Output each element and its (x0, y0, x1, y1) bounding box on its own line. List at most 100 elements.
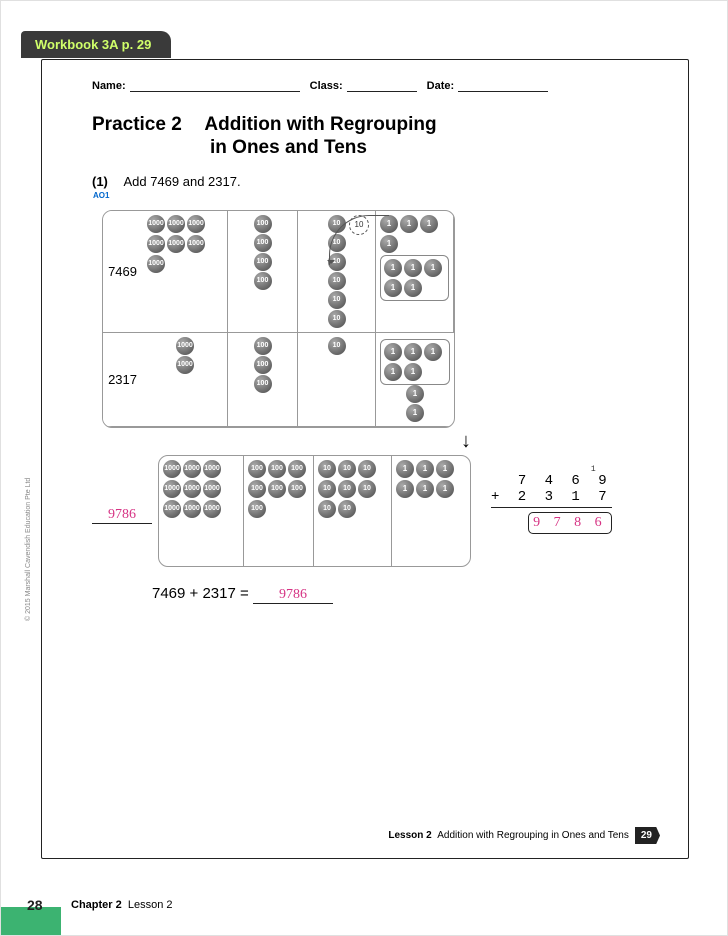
disc-1000: 1000 (203, 500, 221, 518)
name-line[interactable] (130, 80, 300, 92)
disc-100: 100 (254, 272, 272, 290)
date-line[interactable] (458, 80, 548, 92)
arrow-down-icon: ↓ (272, 430, 660, 453)
disc-10: 10 (328, 337, 346, 355)
regroup-box: 11111 (380, 255, 449, 301)
res-t: 1010101010101010 (314, 456, 392, 566)
copyright: © 2015 Marshall Cavendish Education Pte … (25, 478, 32, 621)
outer-page-number: 28 (27, 897, 43, 913)
disc-1: 1 (396, 460, 414, 478)
carry-digit: 1 (491, 465, 612, 473)
disc-100: 100 (254, 337, 272, 355)
disc-100: 100 (254, 215, 272, 233)
disc-1000: 1000 (167, 215, 185, 233)
practice-number: 2 (171, 114, 182, 135)
row1-label: 7469 (103, 211, 143, 333)
disc-1: 1 (406, 404, 424, 422)
disc-10: 10 (318, 460, 336, 478)
addend-1: 7 4 6 9 (491, 473, 612, 489)
boxed-answer: 9 7 8 6 (533, 515, 607, 530)
name-label: Name: (92, 80, 126, 92)
disc-1000: 1000 (147, 235, 165, 253)
lesson-text: Addition with Regrouping in Ones and Ten… (437, 830, 629, 841)
disc-10: 10 (358, 460, 376, 478)
disc-100: 100 (254, 234, 272, 252)
outer-page: Workbook 3A p. 29 Name: Class: Date: Pra… (0, 0, 728, 936)
question-text: Add 7469 and 2317. (123, 174, 240, 189)
inner-page-number: 29 (635, 827, 660, 844)
disc-1000: 1000 (176, 356, 194, 374)
class-field: Class: (310, 80, 417, 92)
disc-1: 1 (384, 363, 402, 381)
cell-r1-h: 100100100100 (228, 211, 298, 333)
disc-1: 1 (406, 385, 424, 403)
cell-r2-t: 10 (298, 333, 376, 427)
disc-10: 10 (328, 310, 346, 328)
disc-100: 100 (248, 480, 266, 498)
disc-100: 100 (254, 375, 272, 393)
disc-1: 1 (424, 343, 442, 361)
res-o: 111111 (392, 456, 470, 566)
disc-1: 1 (400, 215, 418, 233)
title-line1: Addition with Regrouping (204, 114, 436, 135)
chapter-footer: Chapter 2 Lesson 2 (71, 899, 173, 911)
disc-1000: 1000 (187, 215, 205, 233)
disc-100: 100 (248, 500, 266, 518)
disc-100: 100 (254, 356, 272, 374)
disc-1: 1 (436, 480, 454, 498)
disc-1000: 1000 (163, 480, 181, 498)
pv-table: 7469100010001000100010001000100010010010… (102, 210, 455, 428)
disc-10: 10 (318, 480, 336, 498)
disc-1: 1 (424, 259, 442, 277)
disc-1000: 1000 (203, 460, 221, 478)
result-row: 9786 10001000100010001000100010001000100… (92, 455, 660, 567)
practice-title: Practice 2 Addition with Regrouping in O… (92, 114, 660, 160)
side-answer: 9786 (108, 507, 136, 522)
workbook-tab: Workbook 3A p. 29 (21, 31, 171, 58)
equation-text: 7469 + 2317 = (152, 585, 249, 602)
disc-1: 1 (396, 480, 414, 498)
equation: 7469 + 2317 = 9786 (152, 585, 660, 604)
disc-1000: 1000 (183, 480, 201, 498)
disc-100: 100 (288, 480, 306, 498)
disc-1000: 1000 (183, 500, 201, 518)
regroup-box-r2: 11111 (380, 339, 450, 385)
date-label: Date: (427, 80, 455, 92)
disc-1: 1 (416, 480, 434, 498)
disc-1000: 1000 (203, 480, 221, 498)
date-field: Date: (427, 80, 549, 92)
equation-answer: 9786 (279, 587, 307, 602)
disc-10: 10 (328, 291, 346, 309)
disc-1: 1 (436, 460, 454, 478)
vertical-addition: 1 7 4 6 9 + 2 3 1 7 9 7 8 6 (491, 465, 612, 534)
disc-10: 10 (338, 460, 356, 478)
res-h: 100100100100100100100 (244, 456, 314, 566)
ao-tag: AO1 (93, 191, 109, 200)
disc-100: 100 (254, 253, 272, 271)
disc-1: 1 (404, 259, 422, 277)
place-value-chart: 7469100010001000100010001000100010010010… (92, 206, 660, 567)
disc-1000: 1000 (147, 255, 165, 273)
disc-1000: 1000 (167, 235, 185, 253)
name-field: Name: (92, 80, 300, 92)
class-line[interactable] (347, 80, 417, 92)
chapter-text: Lesson 2 (128, 899, 173, 911)
question-number: (1) (92, 174, 109, 189)
disc-1: 1 (404, 279, 422, 297)
disc-10: 10 (318, 500, 336, 518)
cell-r1-o: 1111 11111 (376, 211, 454, 333)
cell-r2-h: 100100100 (228, 333, 298, 427)
disc-1: 1 (420, 215, 438, 233)
disc-10: 10 (358, 480, 376, 498)
disc-1: 1 (384, 279, 402, 297)
header-fields: Name: Class: Date: (92, 80, 660, 92)
disc-1: 1 (404, 363, 422, 381)
disc-1000: 1000 (147, 215, 165, 233)
worksheet-page: Name: Class: Date: Practice 2 Addition w… (41, 59, 689, 859)
footer-lesson: Lesson 2 Addition with Regrouping in One… (388, 827, 660, 844)
disc-10: 10 (328, 272, 346, 290)
chapter-bold: Chapter 2 (71, 899, 122, 911)
cell-r1-th: 1000100010001000100010001000 (143, 211, 228, 333)
addend-2: + 2 3 1 7 (491, 489, 612, 505)
question-row: (1) AO1 Add 7469 and 2317. (92, 174, 660, 200)
